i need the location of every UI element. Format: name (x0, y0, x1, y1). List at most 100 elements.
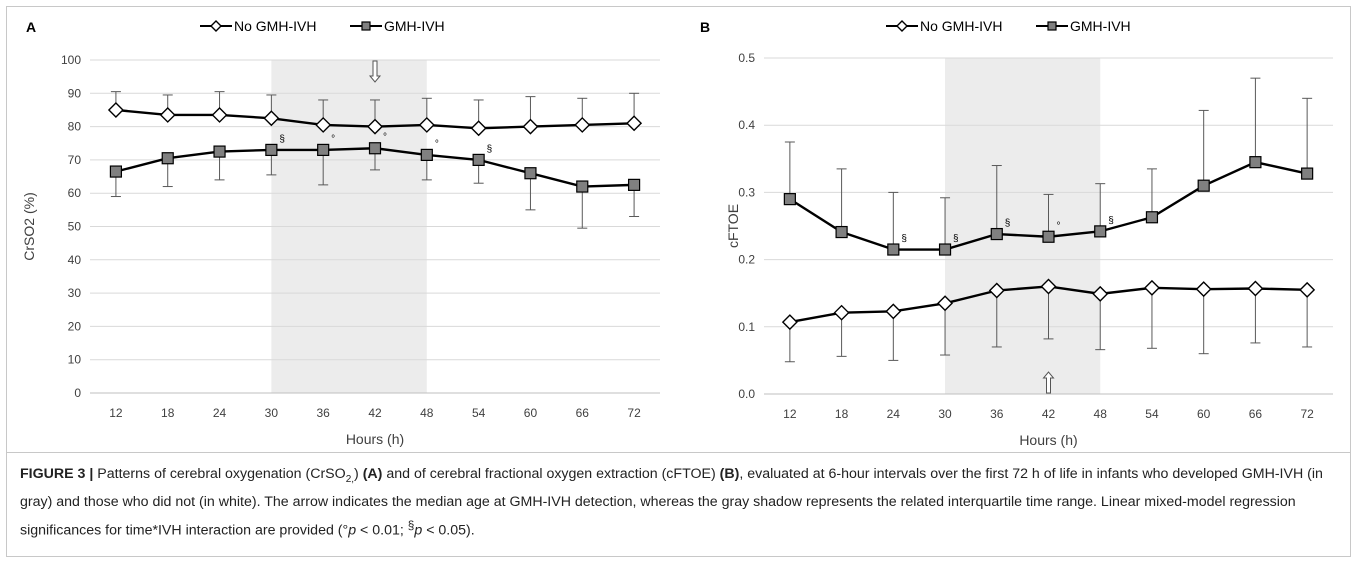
data-point-gmh-ivh (368, 142, 382, 155)
data-point-no-gmh-ivh (781, 314, 798, 331)
data-point-no-gmh-ivh (315, 116, 332, 133)
x-tick-label: 54 (472, 406, 486, 420)
x-tick-label: 36 (317, 406, 331, 420)
y-tick-label: 0.2 (738, 253, 755, 267)
x-tick-label: 18 (835, 407, 849, 421)
y-tick-label: 0 (74, 386, 81, 400)
data-point-gmh-ivh (161, 152, 174, 165)
legend-label: No GMH-IVH (234, 18, 316, 34)
y-tick-label: 10 (68, 353, 82, 367)
data-point-gmh-ivh (109, 165, 123, 178)
data-point-gmh-ivh (1094, 225, 1107, 238)
caption-subscript: 2, (345, 473, 355, 485)
caption-text: < 0.05). (422, 522, 475, 539)
caption-superscript: § (407, 517, 415, 532)
x-tick-label: 30 (938, 407, 952, 421)
significance-mark: ° (1057, 221, 1061, 232)
data-point-gmh-ivh (1249, 156, 1262, 169)
data-point-gmh-ivh (887, 243, 900, 256)
x-tick-label: 12 (109, 406, 123, 420)
panel-label: A (26, 19, 36, 35)
data-point-no-gmh-ivh (263, 110, 280, 127)
x-tick-label: 24 (887, 407, 901, 421)
x-tick-label: 24 (213, 406, 227, 420)
significance-mark: § (1005, 218, 1011, 229)
legend-marker-square (361, 21, 371, 31)
data-point-no-gmh-ivh (1195, 281, 1212, 298)
data-point-gmh-ivh (1042, 230, 1055, 243)
data-point-gmh-ivh (990, 227, 1003, 241)
data-point-no-gmh-ivh (1040, 278, 1057, 295)
chart-panel-a: A No GMH-IVH GMH-IVH 0 10 20 30 40 50 60 70 80 90 100… (21, 18, 660, 447)
caption-text: Patterns of cerebral oxygenation (CrSO (93, 466, 346, 482)
y-tick-label: 0.0 (738, 387, 755, 401)
data-point-no-gmh-ivh (626, 115, 643, 132)
x-tick-label: 30 (265, 406, 279, 420)
data-point-gmh-ivh (1197, 179, 1210, 192)
x-tick-label: 18 (161, 406, 175, 420)
significance-mark: § (1108, 215, 1114, 226)
shaded-interquartile-range (945, 58, 1101, 394)
x-tick-label: 72 (1300, 407, 1314, 421)
data-point-no-gmh-ivh (1247, 280, 1264, 297)
data-point-no-gmh-ivh (1092, 285, 1109, 302)
data-point-no-gmh-ivh (367, 118, 383, 135)
x-tick-label: 36 (990, 407, 1004, 421)
caption-p-symbol: p (348, 522, 357, 539)
data-point-no-gmh-ivh (522, 118, 539, 135)
data-point-no-gmh-ivh (1299, 281, 1316, 298)
x-tick-label: 42 (1042, 407, 1056, 421)
y-tick-label: 0.3 (738, 185, 755, 199)
data-point-gmh-ivh (938, 243, 952, 256)
y-tick-label: 30 (68, 286, 82, 300)
panel-label: B (700, 19, 710, 35)
chart-panel-b: B No GMH-IVH GMH-IVH 0.0 0.1 0.2 0.3 0.4 0.5 12 18… (700, 18, 1333, 448)
data-point-gmh-ivh (213, 145, 226, 158)
data-point-no-gmh-ivh (470, 120, 487, 137)
significance-mark: § (953, 234, 959, 245)
legend: No GMH-IVH GMH-IVH (200, 18, 445, 34)
legend-label: GMH-IVH (1070, 18, 1131, 34)
median-age-arrow (368, 60, 382, 83)
x-tick-label: 42 (368, 406, 382, 420)
y-tick-label: 80 (68, 120, 82, 134)
x-tick-label: 54 (1145, 407, 1159, 421)
y-tick-label: 0.4 (738, 118, 755, 132)
y-tick-label: 20 (68, 319, 82, 333)
data-point-gmh-ivh (1145, 211, 1159, 224)
data-point-no-gmh-ivh (988, 282, 1005, 299)
y-tick-label: 0.1 (738, 320, 755, 334)
data-point-gmh-ivh (1301, 167, 1314, 180)
caption-figure-label: FIGURE 3 | (20, 466, 94, 482)
significance-mark: § (901, 234, 907, 245)
data-point-gmh-ivh (265, 143, 278, 157)
legend: No GMH-IVH GMH-IVH (886, 18, 1131, 34)
y-tick-label: 100 (61, 53, 81, 67)
caption-text: and of cerebral fractional oxygen extrac… (382, 466, 720, 482)
figure-caption: FIGURE 3 | Patterns of cerebral oxygenat… (20, 463, 1340, 543)
data-point-no-gmh-ivh (574, 116, 591, 133)
caption-p-symbol: p (414, 522, 423, 539)
data-point-gmh-ivh (317, 143, 330, 157)
data-point-gmh-ivh (783, 193, 796, 206)
significance-mark: ° (383, 132, 387, 143)
caption-divider (6, 452, 1351, 453)
data-point-gmh-ivh (576, 180, 589, 193)
x-tick-label: 48 (420, 406, 434, 420)
data-point-no-gmh-ivh (159, 106, 176, 123)
data-point-no-gmh-ivh (1143, 279, 1160, 296)
significance-mark: ° (331, 134, 335, 145)
x-axis-title: Hours (h) (346, 431, 404, 447)
y-tick-label: 40 (68, 253, 82, 267)
x-tick-label: 12 (783, 407, 797, 421)
legend-marker-diamond (210, 20, 222, 32)
figure-frame (6, 6, 1351, 557)
data-point-gmh-ivh (420, 148, 433, 162)
data-point-gmh-ivh (472, 153, 485, 166)
y-tick-label: 70 (68, 153, 82, 167)
legend-marker-diamond (896, 20, 908, 32)
y-axis-title: cFTOE (725, 204, 741, 248)
caption-text: ) (354, 466, 363, 482)
data-point-no-gmh-ivh (418, 116, 435, 133)
significance-mark: § (487, 144, 493, 155)
